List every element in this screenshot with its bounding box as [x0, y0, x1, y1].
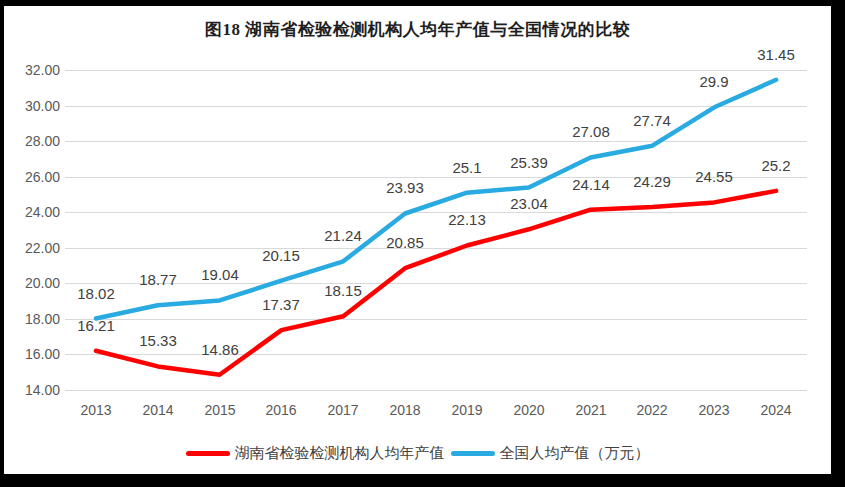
- y-axis-tick-label: 16.00: [10, 346, 60, 362]
- x-axis-tick-label: 2014: [128, 402, 188, 418]
- data-label: 18.77: [139, 272, 177, 288]
- x-axis-tick-label: 2017: [313, 402, 373, 418]
- x-axis-tick-label: 2023: [684, 402, 744, 418]
- y-axis-tick-label: 30.00: [10, 98, 60, 114]
- data-label: 14.86: [201, 342, 239, 358]
- y-axis-tick-label: 18.00: [10, 311, 60, 327]
- x-axis-tick-label: 2022: [622, 402, 682, 418]
- data-label: 25.39: [510, 155, 548, 171]
- data-label: 25.2: [761, 158, 790, 174]
- data-label: 23.04: [510, 196, 548, 212]
- data-label: 16.21: [77, 318, 115, 334]
- legend-label-national: 全国人均产值（万元）: [500, 444, 650, 463]
- data-label: 21.24: [324, 228, 362, 244]
- y-axis-tick-label: 26.00: [10, 169, 60, 185]
- data-label: 20.85: [386, 235, 424, 251]
- data-label: 23.93: [386, 180, 424, 196]
- x-axis-tick-label: 2021: [561, 402, 621, 418]
- data-label: 17.37: [262, 297, 300, 313]
- national-line-series: [96, 80, 776, 319]
- data-label: 15.33: [139, 333, 177, 349]
- chart-frame: 图18 湖南省检验检测机构人均年产值与全国情况的比较 32.00 30.00 28.…: [0, 0, 845, 487]
- data-label: 27.08: [572, 124, 610, 140]
- x-axis-tick-label: 2024: [746, 402, 806, 418]
- y-axis-tick-label: 14.00: [10, 382, 60, 398]
- gridline: [65, 390, 807, 391]
- x-axis-tick-label: 2013: [66, 402, 126, 418]
- x-axis-tick-label: 2016: [251, 402, 311, 418]
- y-axis-tick-label: 28.00: [10, 133, 60, 149]
- data-label: 24.14: [572, 177, 610, 193]
- chart-title: 图18 湖南省检验检测机构人均年产值与全国情况的比较: [4, 18, 831, 41]
- legend-label-hunan: 湖南省检验检测机构人均年产值: [235, 444, 445, 463]
- data-label: 20.15: [262, 248, 300, 264]
- data-label: 18.02: [77, 286, 115, 302]
- legend: 湖南省检验检测机构人均年产值 全国人均产值（万元）: [4, 444, 831, 463]
- data-label: 31.45: [757, 47, 795, 63]
- x-axis-tick-label: 2015: [190, 402, 250, 418]
- chart-area: 图18 湖南省检验检测机构人均年产值与全国情况的比较 32.00 30.00 28.…: [4, 6, 831, 474]
- national-series-swatch: [451, 451, 495, 456]
- legend-item-hunan: 湖南省检验检测机构人均年产值: [186, 444, 445, 463]
- data-label: 24.29: [633, 174, 671, 190]
- y-axis-tick-label: 24.00: [10, 204, 60, 220]
- data-label: 25.1: [452, 160, 481, 176]
- legend-item-national: 全国人均产值（万元）: [451, 444, 650, 463]
- x-axis-tick-label: 2019: [437, 402, 497, 418]
- y-axis-tick-label: 22.00: [10, 240, 60, 256]
- data-label: 22.13: [448, 212, 486, 228]
- data-label: 27.74: [633, 113, 671, 129]
- data-label: 18.15: [324, 283, 362, 299]
- data-label: 29.9: [699, 74, 728, 90]
- x-axis-tick-label: 2018: [375, 402, 435, 418]
- x-axis-tick-label: 2020: [499, 402, 559, 418]
- y-axis-tick-label: 32.00: [10, 62, 60, 78]
- y-axis-tick-label: 20.00: [10, 275, 60, 291]
- data-label: 24.55: [695, 169, 733, 185]
- hunan-series-swatch: [186, 451, 230, 456]
- hunan-line-series: [96, 191, 776, 375]
- data-label: 19.04: [201, 267, 239, 283]
